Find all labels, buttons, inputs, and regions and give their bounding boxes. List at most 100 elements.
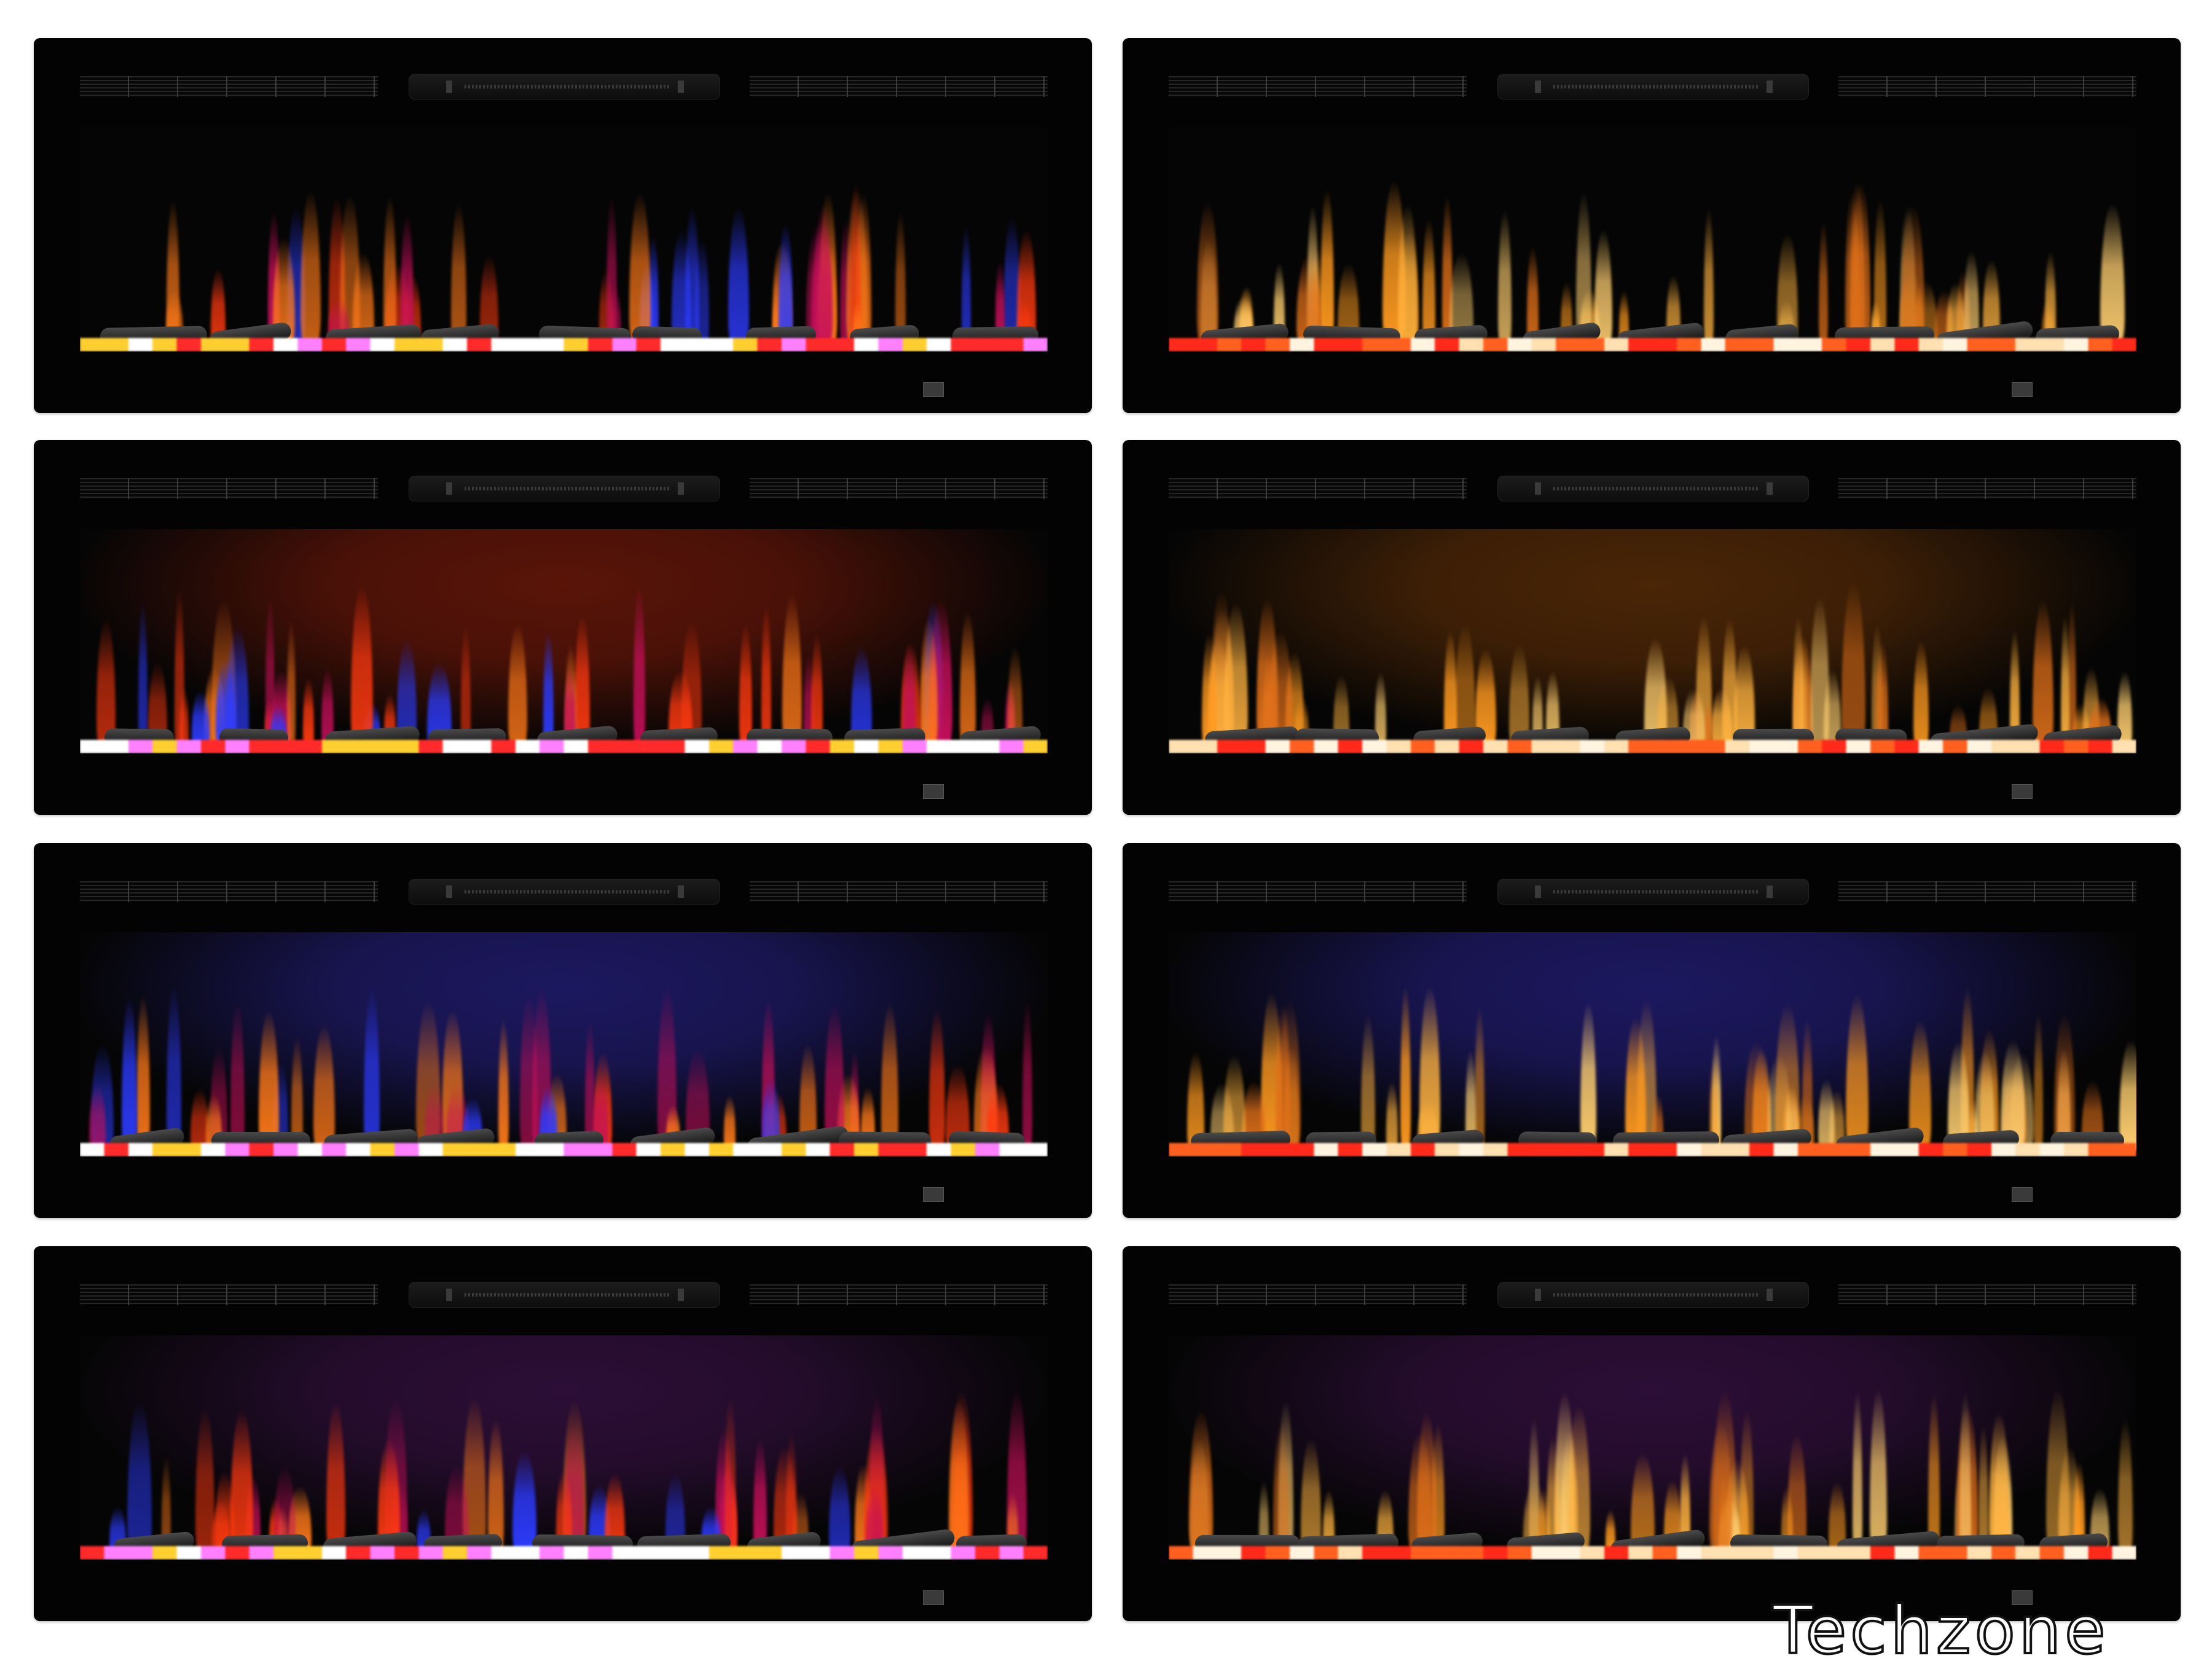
flame (498, 1017, 509, 1150)
vent-grille-left (80, 478, 378, 499)
flame (648, 234, 659, 345)
firebox (80, 127, 1048, 351)
flame (303, 677, 314, 747)
fireplace-unit (34, 440, 1092, 815)
flame (633, 583, 645, 747)
flame (461, 623, 471, 747)
flame (1740, 1408, 1754, 1553)
flame (2060, 615, 2069, 747)
flame (564, 665, 576, 747)
flame (778, 222, 793, 345)
panel-marker (1535, 81, 1541, 93)
control-panel (409, 879, 720, 905)
flame (753, 1437, 767, 1553)
panel-marker (1535, 1289, 1541, 1301)
flame (1320, 188, 1334, 345)
panel-marker (678, 886, 684, 898)
flame (1979, 1424, 1988, 1553)
flame (724, 1396, 736, 1553)
flame (1527, 245, 1539, 345)
flame (606, 193, 617, 345)
panel-marker (1535, 886, 1541, 898)
flame (1876, 640, 1889, 747)
panel-vent (1553, 1293, 1759, 1297)
brand-watermark: Techzone (1771, 1592, 2109, 1669)
vent-grille-left (1169, 76, 1467, 97)
flame (739, 622, 752, 747)
flame (138, 599, 148, 747)
flame (1400, 985, 1411, 1150)
remote-sensor (2012, 784, 2033, 799)
firebox (80, 529, 1048, 753)
remote-sensor (2012, 1187, 2033, 1202)
panel-vent (465, 85, 670, 88)
panel-vent (465, 487, 670, 490)
flame (995, 259, 1005, 345)
panel-marker (446, 1289, 452, 1301)
vent-grille-right (1838, 1284, 2136, 1305)
flame (543, 629, 554, 747)
vent-grille-right (1838, 76, 2136, 97)
vent-grille-right (1838, 478, 2136, 499)
panel-vent (465, 1293, 670, 1297)
flame (1465, 1048, 1476, 1150)
ember-bed (1169, 1143, 2136, 1157)
flame (1959, 1391, 1971, 1553)
flame (1360, 1015, 1375, 1150)
control-panel (1497, 1282, 1809, 1308)
flame (1704, 207, 1714, 345)
vent-grille-left (80, 881, 378, 902)
flame (1422, 218, 1436, 345)
vent-grille-right (750, 881, 1048, 902)
panel-marker (446, 886, 452, 898)
flame (1444, 629, 1457, 747)
firebox (1169, 1335, 2136, 1560)
vent-grille-left (80, 76, 378, 97)
remote-sensor (923, 1590, 944, 1605)
flame (694, 237, 710, 345)
vent-grille-right (750, 478, 1048, 499)
fireplace-unit (1123, 1246, 2181, 1621)
flame (1022, 998, 1032, 1150)
panel-marker (1767, 482, 1773, 495)
flame (2033, 1010, 2043, 1150)
flame (383, 194, 397, 345)
flame (1498, 209, 1512, 345)
flame (895, 210, 906, 345)
flame (1386, 1081, 1398, 1150)
flame (2067, 601, 2077, 747)
flame (174, 586, 184, 747)
flame (2117, 670, 2132, 747)
flame (1709, 1054, 1719, 1150)
panel-marker (678, 1289, 684, 1301)
ember-bed (80, 1546, 1048, 1560)
vent-grille-left (80, 1284, 378, 1305)
panel-marker (446, 81, 452, 93)
flame (903, 642, 916, 747)
vent-grille-right (750, 76, 1048, 97)
ember-bed (80, 740, 1048, 753)
flame (136, 994, 151, 1150)
flame (1818, 220, 1828, 345)
flame (1375, 671, 1387, 747)
panel-marker (678, 81, 684, 93)
flame (2118, 1418, 2133, 1553)
firebox (80, 932, 1048, 1157)
panel-marker (678, 482, 684, 495)
vent-grille-right (750, 1284, 1048, 1305)
panel-marker (1767, 886, 1773, 898)
panel-vent (465, 890, 670, 893)
firebox (1169, 529, 2136, 753)
flame (962, 224, 971, 345)
flame (1680, 1452, 1691, 1553)
flame (1474, 1003, 1484, 1150)
vent-grille-left (1169, 881, 1467, 902)
vent-grille-left (1169, 1284, 1467, 1305)
panel-vent (1553, 487, 1759, 490)
remote-sensor (923, 784, 944, 799)
flame (1799, 637, 1809, 747)
vent-grille-left (1169, 478, 1467, 499)
control-panel (1497, 476, 1809, 501)
vent-grille-right (1838, 881, 2136, 902)
flame (1802, 1016, 1813, 1150)
